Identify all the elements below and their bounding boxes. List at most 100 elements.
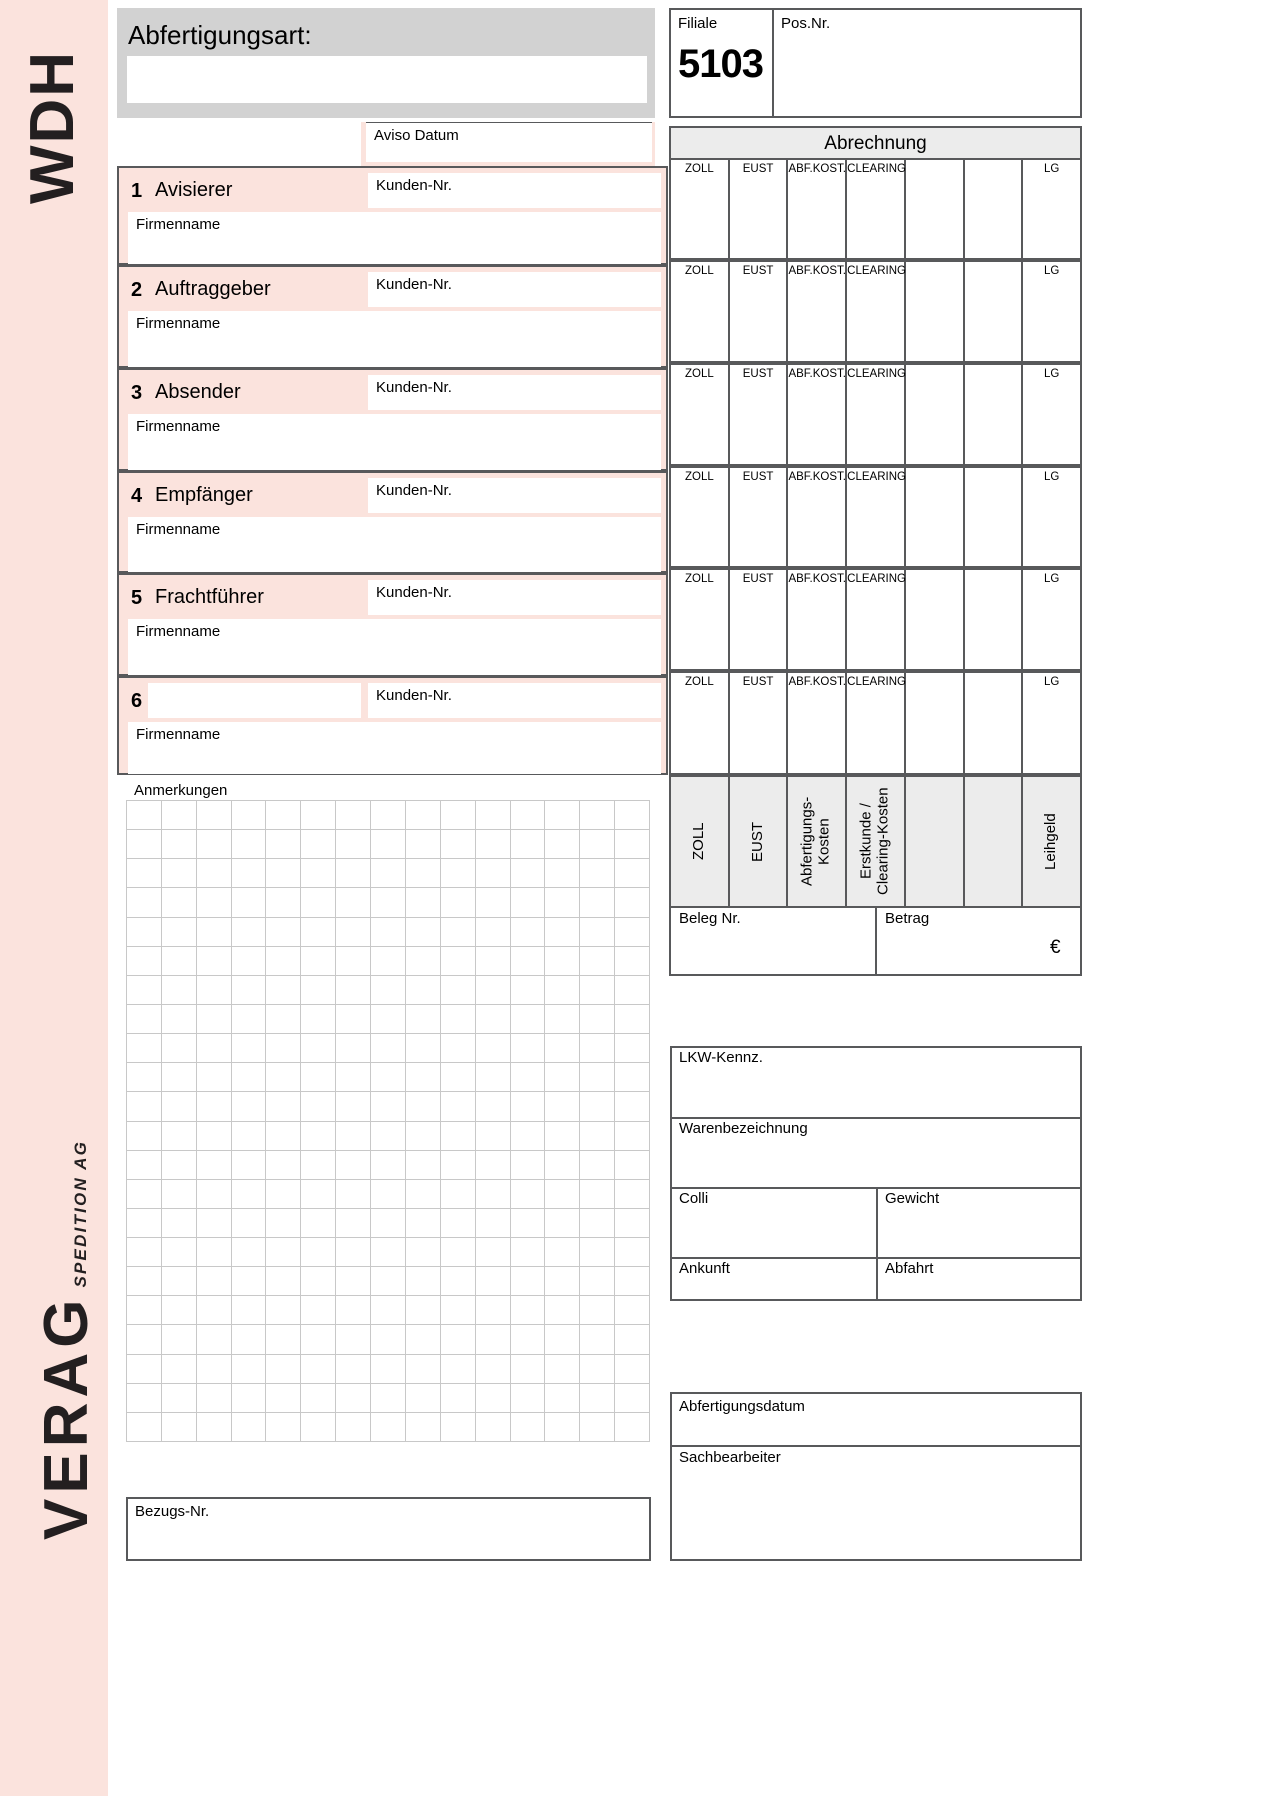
anmerkungen-cell[interactable] — [336, 946, 372, 976]
anmerkungen-cell[interactable] — [615, 1121, 650, 1151]
anmerkungen-cell[interactable] — [440, 1208, 476, 1239]
anmerkungen-cell[interactable] — [371, 1296, 406, 1326]
anmerkungen-cell[interactable] — [266, 1383, 302, 1413]
anmerkungen-cell[interactable] — [475, 1208, 511, 1239]
anmerkungen-cell[interactable] — [545, 888, 581, 918]
anmerkungen-cell[interactable] — [336, 1150, 372, 1180]
anmerkungen-cell[interactable] — [545, 801, 581, 831]
anmerkungen-cell[interactable] — [545, 1179, 581, 1209]
anmerkungen-cell[interactable] — [336, 1004, 372, 1035]
abrechnung-cell-r3-c2[interactable]: EUST — [730, 365, 789, 464]
anmerkungen-cell[interactable] — [615, 1383, 650, 1413]
anmerkungen-cell[interactable] — [371, 917, 406, 947]
anmerkungen-cell[interactable] — [336, 1208, 372, 1239]
firmenname-field-6[interactable]: Firmenname — [128, 722, 661, 774]
anmerkungen-cell[interactable] — [440, 917, 476, 947]
anmerkungen-cell[interactable] — [371, 830, 406, 860]
anmerkungen-cell[interactable] — [196, 1063, 232, 1093]
anmerkungen-cell[interactable] — [371, 1034, 406, 1064]
anmerkungen-cell[interactable] — [510, 1034, 546, 1064]
anmerkungen-cell[interactable] — [127, 1238, 162, 1268]
anmerkungen-cell[interactable] — [336, 1325, 372, 1355]
anmerkungen-cell[interactable] — [301, 830, 337, 860]
anmerkungen-cell[interactable] — [266, 1034, 302, 1064]
abrechnung-cell-r6-c5[interactable] — [906, 673, 965, 773]
anmerkungen-cell[interactable] — [196, 1179, 232, 1209]
anmerkungen-cell[interactable] — [336, 1354, 372, 1384]
anmerkungen-cell[interactable] — [231, 859, 267, 889]
anmerkungen-cell[interactable] — [580, 1267, 616, 1297]
anmerkungen-cell[interactable] — [127, 801, 162, 831]
anmerkungen-cell[interactable] — [475, 975, 511, 1005]
anmerkungen-cell[interactable] — [161, 1354, 197, 1384]
abrechnung-cell-r3-c7[interactable]: LG — [1023, 365, 1080, 464]
anmerkungen-cell[interactable] — [127, 1208, 162, 1239]
anmerkungen-cell[interactable] — [545, 1034, 581, 1064]
anmerkungen-cell[interactable] — [371, 1354, 406, 1384]
anmerkungen-cell[interactable] — [336, 888, 372, 918]
abrechnung-cell-r4-c4[interactable]: CLEARING — [847, 468, 906, 566]
anmerkungen-cell[interactable] — [127, 830, 162, 860]
anmerkungen-cell[interactable] — [196, 975, 232, 1005]
anmerkungen-cell[interactable] — [475, 1150, 511, 1180]
anmerkungen-cell[interactable] — [510, 917, 546, 947]
anmerkungen-cell[interactable] — [440, 888, 476, 918]
anmerkungen-cell[interactable] — [615, 1412, 650, 1442]
anmerkungen-cell[interactable] — [615, 946, 650, 976]
anmerkungen-cell[interactable] — [336, 1121, 372, 1151]
anmerkungen-cell[interactable] — [231, 1179, 267, 1209]
abrechnung-cell-r6-c1[interactable]: ZOLL — [671, 673, 730, 773]
anmerkungen-cell[interactable] — [405, 888, 441, 918]
anmerkungen-cell[interactable] — [301, 946, 337, 976]
anmerkungen-cell[interactable] — [475, 1325, 511, 1355]
abrechnung-cell-r6-c4[interactable]: CLEARING — [847, 673, 906, 773]
anmerkungen-cell[interactable] — [615, 859, 650, 889]
anmerkungen-cell[interactable] — [475, 1034, 511, 1064]
anmerkungen-cell[interactable] — [371, 1092, 406, 1122]
anmerkungen-cell[interactable] — [301, 1179, 337, 1209]
anmerkungen-cell[interactable] — [127, 1063, 162, 1093]
anmerkungen-cell[interactable] — [231, 801, 267, 831]
abrechnung-cell-r4-c6[interactable] — [965, 468, 1024, 566]
anmerkungen-cell[interactable] — [615, 830, 650, 860]
abrechnung-cell-r1-c3[interactable]: ABF.KOST. — [788, 160, 848, 258]
anmerkungen-cell[interactable] — [266, 859, 302, 889]
anmerkungen-cell[interactable] — [127, 1034, 162, 1064]
aviso-datum-field[interactable] — [366, 122, 652, 162]
anmerkungen-cell[interactable] — [510, 1208, 546, 1239]
anmerkungen-cell[interactable] — [475, 1296, 511, 1326]
anmerkungen-cell[interactable] — [475, 1412, 511, 1442]
anmerkungen-cell[interactable] — [405, 1208, 441, 1239]
anmerkungen-cell[interactable] — [266, 946, 302, 976]
abrechnung-cell-r4-c5[interactable] — [906, 468, 965, 566]
abrechnung-cell-r1-c1[interactable]: ZOLL — [671, 160, 730, 258]
anmerkungen-cell[interactable] — [161, 946, 197, 976]
anmerkungen-cell[interactable] — [475, 859, 511, 889]
anmerkungen-cell[interactable] — [371, 801, 406, 831]
anmerkungen-cell[interactable] — [405, 1296, 441, 1326]
abrechnung-cell-r4-c7[interactable]: LG — [1023, 468, 1080, 566]
anmerkungen-cell[interactable] — [510, 1121, 546, 1151]
anmerkungen-cell[interactable] — [475, 1092, 511, 1122]
anmerkungen-cell[interactable] — [615, 1063, 650, 1093]
anmerkungen-cell[interactable] — [266, 888, 302, 918]
anmerkungen-cell[interactable] — [371, 1150, 406, 1180]
anmerkungen-cell[interactable] — [301, 1325, 337, 1355]
abrechnung-cell-r6-c6[interactable] — [965, 673, 1024, 773]
anmerkungen-cell[interactable] — [196, 1412, 232, 1442]
anmerkungen-cell[interactable] — [266, 1354, 302, 1384]
anmerkungen-cell[interactable] — [266, 1208, 302, 1239]
abfertigungsart-input[interactable] — [127, 56, 647, 103]
anmerkungen-cell[interactable] — [196, 1354, 232, 1384]
anmerkungen-cell[interactable] — [266, 1238, 302, 1268]
anmerkungen-cell[interactable] — [231, 830, 267, 860]
kunden-nr-field-6[interactable]: Kunden-Nr. — [368, 683, 661, 718]
anmerkungen-cell[interactable] — [196, 1034, 232, 1064]
anmerkungen-cell[interactable] — [510, 1063, 546, 1093]
anmerkungen-cell[interactable] — [440, 1412, 476, 1442]
anmerkungen-cell[interactable] — [405, 946, 441, 976]
anmerkungen-cell[interactable] — [580, 1412, 616, 1442]
anmerkungen-cell[interactable] — [266, 1004, 302, 1035]
anmerkungen-cell[interactable] — [510, 946, 546, 976]
anmerkungen-cell[interactable] — [510, 975, 546, 1005]
